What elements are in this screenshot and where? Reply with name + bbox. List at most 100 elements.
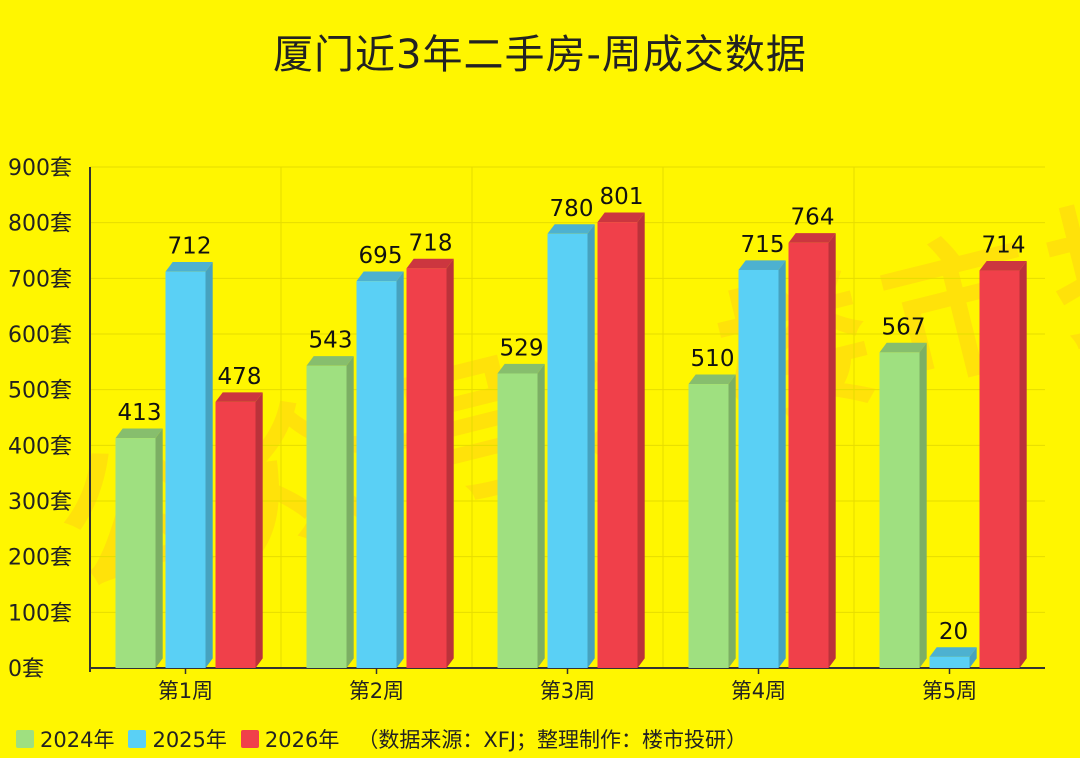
bar-front bbox=[929, 656, 970, 668]
bar-2024年-第2周 bbox=[306, 356, 354, 668]
x-tick-label: 第5周 bbox=[922, 679, 977, 703]
bar-2026年-第3周 bbox=[597, 212, 645, 669]
bar-side bbox=[346, 356, 354, 668]
bar-top bbox=[547, 224, 595, 234]
bar-front bbox=[306, 365, 347, 668]
bar-2025年-第4周 bbox=[738, 260, 786, 668]
bar-side bbox=[969, 647, 977, 668]
bars bbox=[115, 212, 1027, 669]
bar-front bbox=[215, 401, 256, 668]
data-label: 695 bbox=[359, 243, 403, 269]
bar-2024年-第4周 bbox=[688, 374, 736, 668]
data-label: 567 bbox=[882, 314, 926, 340]
bar-2025年-第5周 bbox=[929, 647, 977, 668]
bar-front bbox=[165, 271, 206, 668]
bar-side bbox=[446, 258, 454, 668]
bar-top bbox=[688, 374, 736, 385]
legend-swatch bbox=[16, 730, 34, 748]
legend-label: 2024年 bbox=[40, 728, 115, 752]
x-tick-label: 第4周 bbox=[731, 679, 786, 703]
x-tick-label: 第3周 bbox=[540, 679, 595, 703]
y-tick-label: 400套 bbox=[8, 434, 72, 459]
bar-side bbox=[155, 428, 163, 668]
bar-top bbox=[788, 233, 836, 243]
bar-2026年-第5周 bbox=[979, 260, 1027, 668]
data-labels: 413 543 529 510 567 712 695 780 715 20 478 718 801 76… bbox=[118, 184, 1026, 645]
bar-front bbox=[406, 268, 447, 668]
legend-item: 2026年 bbox=[240, 724, 340, 754]
y-tick-label: 200套 bbox=[8, 546, 72, 571]
bar-side bbox=[205, 262, 213, 668]
bar-2026年-第2周 bbox=[406, 258, 454, 668]
bar-2024年-第1周 bbox=[115, 428, 163, 668]
bar-2024年-第5周 bbox=[879, 342, 927, 668]
bar-side bbox=[396, 271, 404, 668]
legend-item: 2025年 bbox=[128, 724, 227, 754]
bar-side bbox=[728, 374, 736, 668]
axes: 0套 100套 200套 300套 400套 500套 600套 700套 800套 900套第1… bbox=[8, 156, 1045, 703]
bar-front bbox=[115, 438, 156, 668]
bar-2025年-第3周 bbox=[547, 224, 595, 669]
bar-front bbox=[788, 242, 829, 668]
data-label: 764 bbox=[791, 205, 835, 231]
bar-top bbox=[979, 260, 1027, 271]
y-tick-label: 600套 bbox=[8, 323, 72, 348]
bar-2026年-第1周 bbox=[215, 392, 263, 668]
data-label: 529 bbox=[500, 336, 544, 362]
bar-front bbox=[497, 373, 538, 668]
bar-side bbox=[1019, 260, 1027, 668]
data-label: 543 bbox=[309, 328, 353, 354]
bar-side bbox=[255, 392, 263, 668]
data-label: 478 bbox=[218, 364, 262, 390]
data-label: 780 bbox=[550, 196, 594, 222]
data-label: 714 bbox=[982, 233, 1026, 259]
bar-front bbox=[879, 352, 920, 668]
y-tick-label: 300套 bbox=[8, 490, 72, 515]
data-label: 510 bbox=[691, 346, 735, 372]
bar-top bbox=[165, 262, 213, 272]
bar-side bbox=[919, 342, 927, 668]
bar-2025年-第1周 bbox=[165, 262, 213, 668]
bar-top bbox=[929, 647, 977, 657]
source-note: （数据来源：XFJ；整理制作：楼市投研） bbox=[357, 728, 748, 752]
bar-front bbox=[738, 269, 779, 668]
y-tick-label: 0套 bbox=[8, 657, 44, 682]
legend-label: 2026年 bbox=[264, 728, 340, 752]
data-label: 712 bbox=[168, 234, 212, 260]
bar-top bbox=[738, 260, 786, 270]
bar-2025年-第2周 bbox=[356, 271, 404, 668]
bar-front bbox=[597, 222, 638, 669]
x-tick-label: 第2周 bbox=[349, 679, 404, 703]
bar-front bbox=[979, 270, 1020, 668]
data-label: 801 bbox=[600, 184, 644, 210]
data-label: 715 bbox=[741, 232, 785, 258]
bar-front bbox=[547, 233, 588, 669]
bar-side bbox=[537, 363, 545, 668]
bar-top bbox=[115, 428, 163, 439]
y-tick-label: 700套 bbox=[8, 267, 72, 292]
bar-top bbox=[879, 342, 927, 353]
data-label: 20 bbox=[939, 619, 968, 645]
bar-top bbox=[597, 212, 645, 223]
y-tick-label: 800套 bbox=[8, 212, 72, 237]
y-tick-label: 900套 bbox=[8, 156, 72, 181]
bar-top bbox=[497, 363, 545, 374]
bar-side bbox=[828, 233, 836, 668]
bar-2026年-第4周 bbox=[788, 233, 836, 668]
bar-top bbox=[356, 271, 404, 282]
bar-top bbox=[306, 356, 354, 366]
data-label: 413 bbox=[118, 400, 162, 426]
legend-swatch bbox=[128, 730, 147, 748]
bar-front bbox=[356, 281, 397, 668]
x-tick-label: 第1周 bbox=[158, 679, 213, 703]
y-tick-label: 100套 bbox=[8, 601, 72, 626]
legend-item: 2024年 bbox=[16, 724, 114, 754]
chart-title: 厦门近3年二手房-周成交数据 bbox=[273, 32, 807, 78]
bar-side bbox=[778, 260, 786, 668]
data-label: 718 bbox=[409, 230, 453, 256]
bar-top bbox=[215, 392, 263, 402]
bar-top bbox=[406, 258, 454, 269]
legend-swatch bbox=[240, 730, 259, 748]
bar-front bbox=[688, 384, 729, 668]
